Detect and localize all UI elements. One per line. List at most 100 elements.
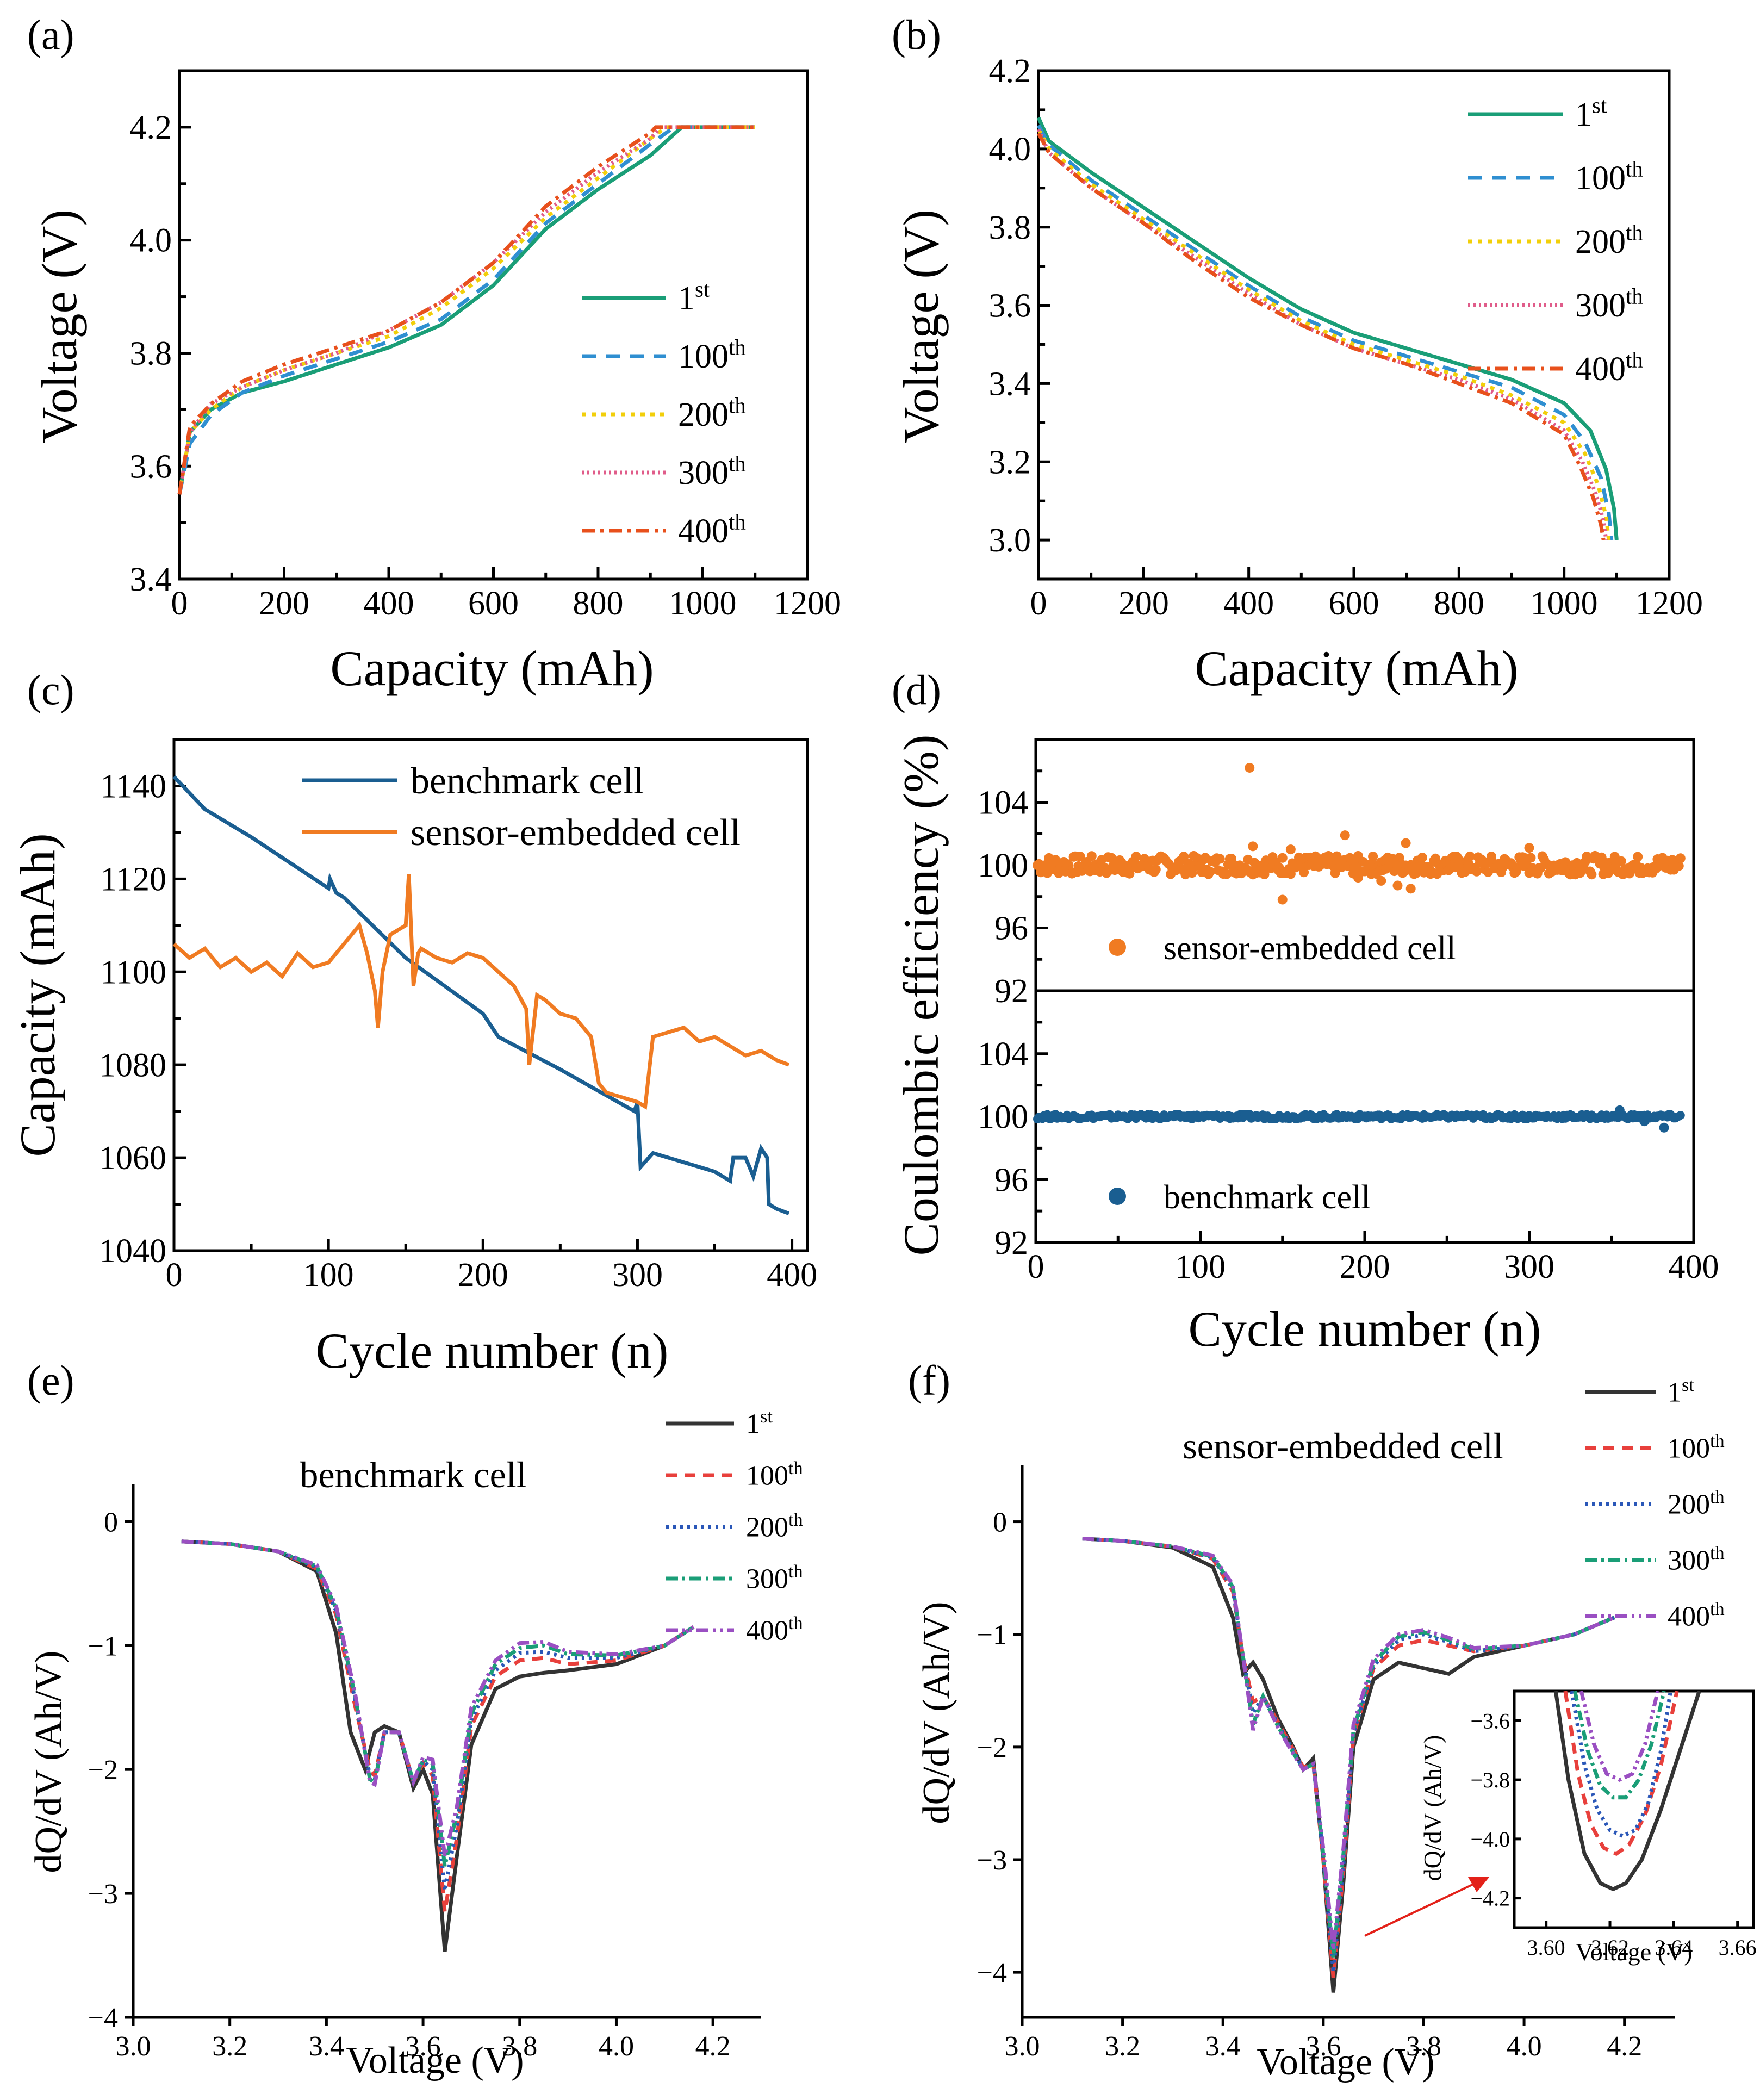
panel-b: (b) 0 200 400 600 800 1000 1200 3.0 3.2 3.4 3.6 3.8 4… — [892, 11, 1703, 696]
plot-frame — [172, 738, 809, 1252]
series-line-200 — [1082, 1537, 1615, 1973]
data-point — [1215, 854, 1225, 864]
x-tick-label: 400 — [767, 1257, 817, 1294]
legend-label: 1st — [1668, 1375, 1694, 1408]
series-line-300 — [1082, 1537, 1615, 1958]
panel-label: (f) — [908, 1357, 950, 1404]
x-tick-label: 3.8 — [502, 2031, 537, 2062]
panel-c: (c) 0 100 200 300 400 1040 1060 1080 1100 1120 1140… — [10, 666, 817, 1378]
x-axis-title: Capacity (mAh) — [330, 641, 654, 696]
y-axis-title: Voltage (V) — [893, 209, 949, 443]
outlier-point — [1405, 884, 1416, 894]
legend-label: 300th — [1668, 1543, 1725, 1576]
x-tick-label: 600 — [1329, 585, 1379, 622]
x-tick-label: 1000 — [669, 585, 737, 622]
panel-d: (d) 92 96 100 104 sensor-embedded cell 0 100 200… — [892, 666, 1719, 1357]
x-axis-title: Cycle number (n) — [1189, 1301, 1541, 1357]
y-tick-label: 3.6 — [130, 448, 172, 485]
series-line-100th — [1563, 1691, 1679, 1856]
inset-x-tick-label: 3.66 — [1719, 1935, 1757, 1960]
series-line-1 — [177, 125, 755, 495]
x-tick-label: 800 — [1434, 585, 1484, 622]
x-tick-label: 3.2 — [1105, 2031, 1140, 2062]
series-line-400 — [177, 125, 755, 495]
legend-marker — [1109, 1188, 1126, 1205]
y-tick-label: 4.0 — [130, 222, 172, 259]
y-tick-label: −4 — [977, 1958, 1007, 1989]
inset-x-tick-label: 3.64 — [1655, 1935, 1693, 1960]
y-tick-label: 3.8 — [130, 335, 172, 372]
data-point — [1259, 869, 1270, 879]
x-tick-label: 400 — [1223, 585, 1274, 622]
x-tick-label: 300 — [1504, 1248, 1554, 1285]
y-tick-label: 1080 — [99, 1047, 166, 1084]
legend-label: 100th — [1668, 1431, 1725, 1464]
data-point — [1330, 868, 1340, 878]
legend-label: 300th — [1575, 284, 1643, 325]
x-tick-label: 4.0 — [599, 2031, 634, 2062]
x-tick-label: 0 — [171, 585, 188, 622]
y-tick-label: 4.0 — [989, 131, 1031, 168]
x-tick-label: 200 — [1340, 1248, 1390, 1285]
x-tick-label: 200 — [458, 1257, 508, 1294]
legend-label: 400th — [1575, 348, 1643, 388]
inset-y-tick-label: −4.2 — [1470, 1886, 1510, 1911]
series-line-400 — [1082, 1537, 1615, 1950]
legend-label: 100th — [746, 1458, 803, 1492]
pointer-arrowhead — [1468, 1877, 1490, 1892]
plot-frame — [178, 69, 809, 581]
data-point — [1086, 851, 1097, 861]
inset-y-tick-label: −4.0 — [1470, 1827, 1510, 1852]
x-tick-label: 3.4 — [1205, 2031, 1241, 2062]
outlier-point — [1614, 1105, 1625, 1115]
outlier-point — [1248, 841, 1258, 852]
y-tick-label: 100 — [978, 847, 1028, 884]
inset-x-tick-label: 3.60 — [1527, 1935, 1565, 1960]
y-tick-label: 96 — [994, 910, 1028, 947]
y-tick-label: 1040 — [99, 1233, 166, 1270]
x-tick-label: 400 — [1669, 1248, 1719, 1285]
data-point — [1150, 865, 1161, 874]
x-tick-label: 1000 — [1531, 585, 1598, 622]
outlier-point — [1392, 880, 1403, 891]
series-line-100 — [1036, 125, 1614, 540]
y-tick-label: 0 — [993, 1507, 1007, 1538]
plot-frame — [1037, 69, 1671, 581]
y-tick-label: −3 — [88, 1879, 118, 1910]
series-line-300th — [1573, 1691, 1666, 1800]
series-line-100 — [1082, 1537, 1615, 1978]
inset-y-tick-label: −3.6 — [1470, 1708, 1510, 1733]
data-point — [1417, 853, 1427, 863]
data-point — [1075, 852, 1085, 862]
legend-label: sensor-embedded cell — [1164, 930, 1456, 967]
x-tick-label: 300 — [612, 1257, 663, 1294]
y-axis-title: Coulombic efficiency (%) — [893, 735, 949, 1256]
legend-label: 1st — [746, 1406, 773, 1440]
x-tick-label: 3.6 — [1305, 2031, 1341, 2062]
y-tick-label: −3 — [977, 1845, 1007, 1876]
y-tick-label: 3.8 — [989, 209, 1031, 246]
x-tick-label: 1200 — [1635, 585, 1703, 622]
y-tick-label: 3.2 — [989, 444, 1031, 481]
y-tick-label: 1060 — [99, 1140, 166, 1177]
series-line-200 — [177, 125, 755, 495]
data-point — [1299, 867, 1309, 878]
y-axis-title: Capacity (mAh) — [10, 833, 65, 1157]
y-tick-label: 3.4 — [130, 561, 172, 598]
data-point — [1205, 867, 1215, 877]
y-tick-label: 104 — [978, 1036, 1028, 1073]
legend-label: 200th — [746, 1509, 803, 1543]
data-point — [1368, 852, 1378, 862]
y-tick-label: −4 — [88, 2003, 118, 2034]
x-tick-label: 4.2 — [695, 2031, 731, 2062]
panel-label: (d) — [892, 666, 941, 713]
y-tick-label: 92 — [994, 973, 1028, 1010]
legend-label: sensor-embedded cell — [411, 812, 741, 854]
legend-label: 300th — [746, 1561, 803, 1595]
outlier-point — [1285, 844, 1296, 855]
outlier-point — [1277, 894, 1288, 905]
data-point — [1633, 852, 1643, 862]
inset-y-tick-label: −3.8 — [1470, 1768, 1510, 1792]
y-tick-label: 1100 — [100, 954, 166, 991]
x-axis-title: Cycle number (n) — [316, 1323, 669, 1378]
